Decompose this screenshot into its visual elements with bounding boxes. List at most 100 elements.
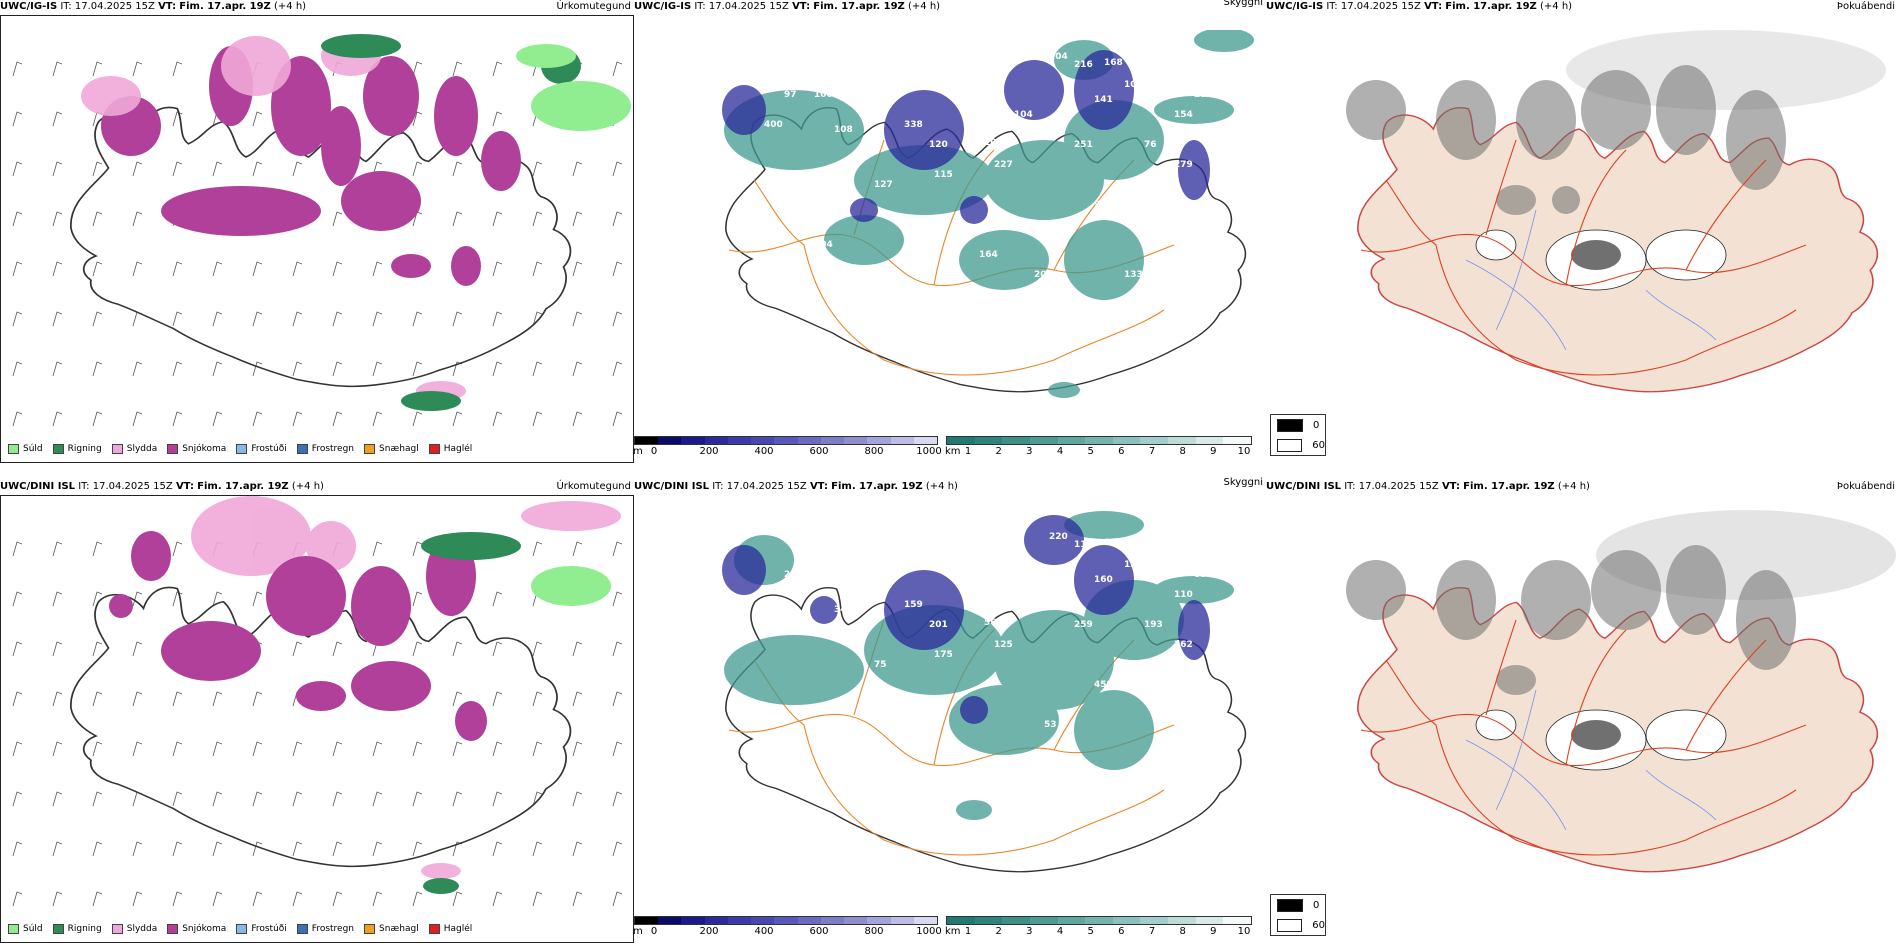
legend-item: Snjókoma — [167, 444, 226, 454]
legend-item: Súld — [8, 924, 43, 934]
precip-map-svg — [12, 34, 631, 427]
colorbar-swatch — [844, 437, 868, 444]
fog-map — [1266, 510, 1898, 910]
cloud-base-value: 362 — [1174, 640, 1193, 650]
cloud-base-value: 104 — [814, 240, 833, 250]
legend-item: Slydda — [111, 444, 157, 454]
colorbar-tick: 9 — [1210, 926, 1217, 937]
cloud-base-value: 206 — [1034, 270, 1053, 280]
vt-value: Fim. 17.apr. 19Z — [179, 1, 271, 12]
colorbar-tick: 600 — [809, 926, 829, 937]
colorbar-tick: 1000 — [916, 926, 942, 937]
vt-label: VT: — [158, 1, 177, 12]
colorbar-swatch — [1140, 437, 1169, 444]
colorbar-tick: 6 — [1118, 446, 1125, 457]
cloud-base-value: 279 — [1174, 160, 1193, 170]
clouds-title: Skyggni — [1223, 477, 1263, 488]
legend-item: Slydda — [111, 924, 157, 934]
cloud-base-value: 188 — [1214, 560, 1233, 570]
row-2-fog-panel: UWC/DINI ISL IT: 17.04.2025 15Z VT: Fim.… — [1266, 480, 1900, 950]
precip-title: Úrkomutegund — [556, 481, 631, 492]
colorbar-tick: 0 — [650, 446, 658, 457]
row-1-fog-header: UWC/IG-IS IT: 17.04.2025 15Z VT: Fim. 17… — [1266, 1, 1573, 12]
row-1-clouds-panel: UWC/IG-IS IT: 17.04.2025 15Z VT: Fim. 17… — [633, 0, 1266, 474]
legend-item: Haglél — [428, 444, 472, 454]
precip-legend: Súld Rigning Slydda Snjókoma Frostúði Fr… — [8, 444, 472, 454]
precip-title: Úrkomutegund — [556, 1, 631, 12]
colorbar-tick: 600 — [809, 446, 829, 457]
cloud-base-value: 76 — [1144, 140, 1157, 150]
colorbar-swatch — [1195, 917, 1224, 924]
colorbar-swatch — [774, 917, 798, 924]
cloud-base-value: 75 — [874, 660, 887, 670]
row-2-precip-panel: UWC/DINI ISL IT: 17.04.2025 15Z VT: Fim.… — [0, 480, 634, 950]
cloud-base-value: 141 — [1094, 95, 1113, 105]
colorbar-swatch — [1057, 917, 1086, 924]
colorbar-swatch — [704, 917, 728, 924]
ceiling-areas — [722, 50, 1210, 224]
colorbar-tick: 3 — [1026, 926, 1033, 937]
cloud-base-value: 201 — [929, 620, 948, 630]
cloud-base-value: 164 — [979, 250, 998, 260]
cloud-base-value: 57 — [1214, 80, 1227, 90]
cloud-base-value: 125 — [994, 640, 1013, 650]
cloud-base-value: 383 — [1044, 240, 1063, 250]
colorbar-swatch — [820, 917, 845, 924]
fog-key: 0 60 — [1270, 894, 1326, 936]
cloud-base-value: 160 — [1094, 575, 1113, 585]
cloud-base-value: 148 — [974, 48, 993, 58]
colorbar-tick: 3 — [1026, 446, 1033, 457]
cloud-base-value: 155 — [944, 745, 963, 755]
cloud-base-value: 119 — [1074, 540, 1093, 550]
colorbar-swatch — [1002, 917, 1030, 924]
it-value: 17.04.2025 15Z — [74, 1, 155, 12]
cloud-base-value: 104 — [1014, 110, 1033, 120]
colorbar-swatch — [1223, 437, 1252, 444]
row-2-precip-header: UWC/DINI ISL IT: 17.04.2025 15Z VT: Fim.… — [0, 481, 324, 492]
clouds-map-svg — [722, 30, 1254, 398]
cloud-base-value: 231 — [1144, 90, 1163, 100]
colorbar-swatch — [797, 917, 821, 924]
cloud-base-value: 547 — [814, 720, 833, 730]
colorbar-swatch — [658, 917, 682, 924]
row-2-fog-header: UWC/DINI ISL IT: 17.04.2025 15Z VT: Fim.… — [1266, 481, 1590, 492]
legend-item: Frostúði — [236, 444, 287, 454]
cloud-base-value: 131 — [1124, 560, 1143, 570]
fog-key-row: 0 — [1271, 895, 1325, 915]
cloud-base-value: 118 — [874, 265, 893, 275]
fog-key-row: 0 — [1271, 415, 1325, 435]
colorbar-swatch — [751, 437, 775, 444]
colorbar-swatch — [727, 917, 752, 924]
it-label: IT: — [60, 1, 72, 12]
legend-item: Rigning — [52, 924, 102, 934]
colorbar-swatch — [658, 437, 682, 444]
colorbar-swatch — [727, 437, 752, 444]
legend-item: Súld — [8, 444, 43, 454]
colorbar-tick: 0 — [650, 926, 658, 937]
legend-item: Snæhagl — [364, 924, 419, 934]
cloud-base-value: 98 — [944, 265, 957, 275]
cloud-base-value: 947 — [1094, 200, 1113, 210]
colorbar-swatch — [681, 437, 705, 444]
cloud-base-value: 99 — [1144, 570, 1157, 580]
colorbar-tick: 2 — [995, 446, 1002, 457]
fog-key-row: 60 — [1271, 915, 1325, 935]
colorbar-swatch — [1002, 437, 1030, 444]
colorbar-tick: 200 — [699, 446, 719, 457]
precip-map — [0, 495, 634, 943]
colorbar-swatch — [1085, 437, 1113, 444]
colorbar-swatch — [774, 437, 798, 444]
row-2-clouds-header: UWC/DINI ISL IT: 17.04.2025 15Z VT: Fim.… — [634, 481, 958, 492]
cloud-base-value: 131 — [1144, 290, 1163, 300]
cloud-base-value: 175 — [934, 650, 953, 660]
colorbar-swatch — [947, 437, 975, 444]
colorbar-swatch — [1140, 917, 1169, 924]
colorbar-tick: 10 — [1237, 926, 1251, 937]
colorbar-swatch — [1029, 437, 1058, 444]
colorbar-tick: 400 — [754, 446, 774, 457]
colorbar-swatch — [947, 917, 975, 924]
clouds-map: 148 104 216 168 97 100 400 108 338 120 61 104 101 141… — [634, 30, 1266, 430]
row-1-fog-panel: UWC/IG-IS IT: 17.04.2025 15Z VT: Fim. 17… — [1266, 0, 1900, 474]
colorbar-swatch — [913, 917, 938, 924]
colorbar-swatch — [1085, 917, 1113, 924]
